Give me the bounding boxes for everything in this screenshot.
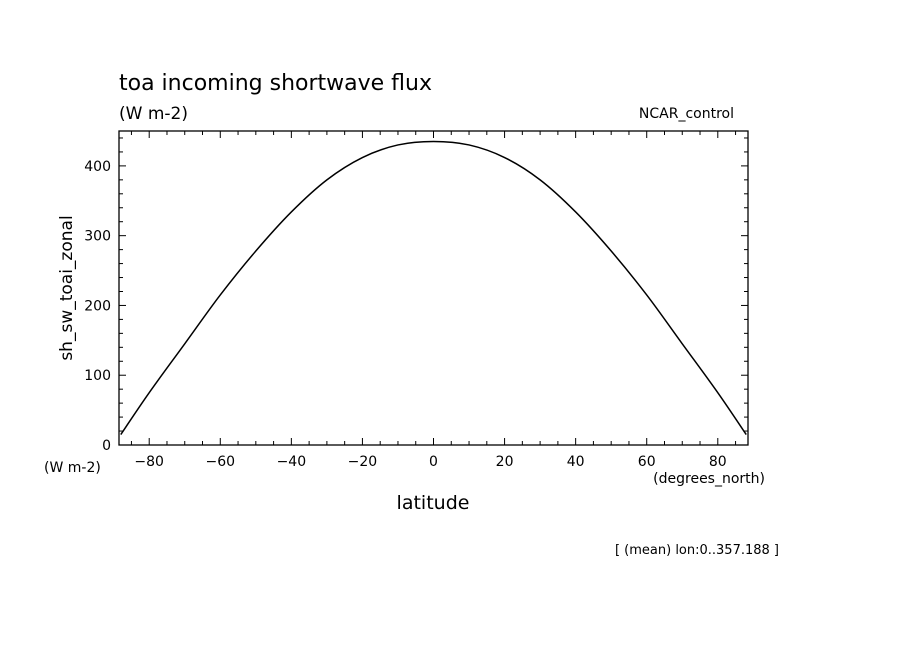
x-tick-label: 60 xyxy=(638,454,656,470)
x-tick-label: 80 xyxy=(709,454,727,470)
y-tick-label: 0 xyxy=(102,438,111,454)
y-axis-units: (W m-2) xyxy=(44,460,101,476)
y-tick-label: 300 xyxy=(84,229,111,245)
plot-frame xyxy=(118,130,749,446)
x-tick-label: 20 xyxy=(496,454,514,470)
y-tick-label: 400 xyxy=(84,159,111,175)
x-tick-label: 40 xyxy=(567,454,585,470)
axis-ticks xyxy=(119,131,748,446)
series-line xyxy=(120,140,747,435)
x-axis-label: latitude xyxy=(397,492,470,514)
x-tick-label: −60 xyxy=(206,454,236,470)
x-tick-label: 0 xyxy=(429,454,438,470)
x-axis-units: (degrees_north) xyxy=(653,471,765,487)
plot-area: −80 −60 −40 −20 0 20 40 60 80 0 100 200 300 400 xyxy=(84,130,749,470)
y-axis-label: sh_sw_toai_zonal xyxy=(57,215,77,360)
dataset-label: NCAR_control xyxy=(639,106,734,122)
footer-note: [ (mean) lon:0..357.188 ] xyxy=(615,543,779,558)
x-tick-labels: −80 −60 −40 −20 0 20 40 60 80 xyxy=(134,454,726,470)
y-tick-labels: 0 100 200 300 400 xyxy=(84,159,111,454)
x-tick-label: −20 xyxy=(348,454,378,470)
x-tick-label: −80 xyxy=(134,454,164,470)
x-tick-label: −40 xyxy=(277,454,307,470)
y-tick-label: 200 xyxy=(84,298,111,314)
series-points xyxy=(121,141,747,434)
y-tick-label: 100 xyxy=(84,368,111,384)
chart-subtitle-units: (W m-2) xyxy=(119,104,188,124)
chart-title: toa incoming shortwave flux xyxy=(119,71,432,96)
